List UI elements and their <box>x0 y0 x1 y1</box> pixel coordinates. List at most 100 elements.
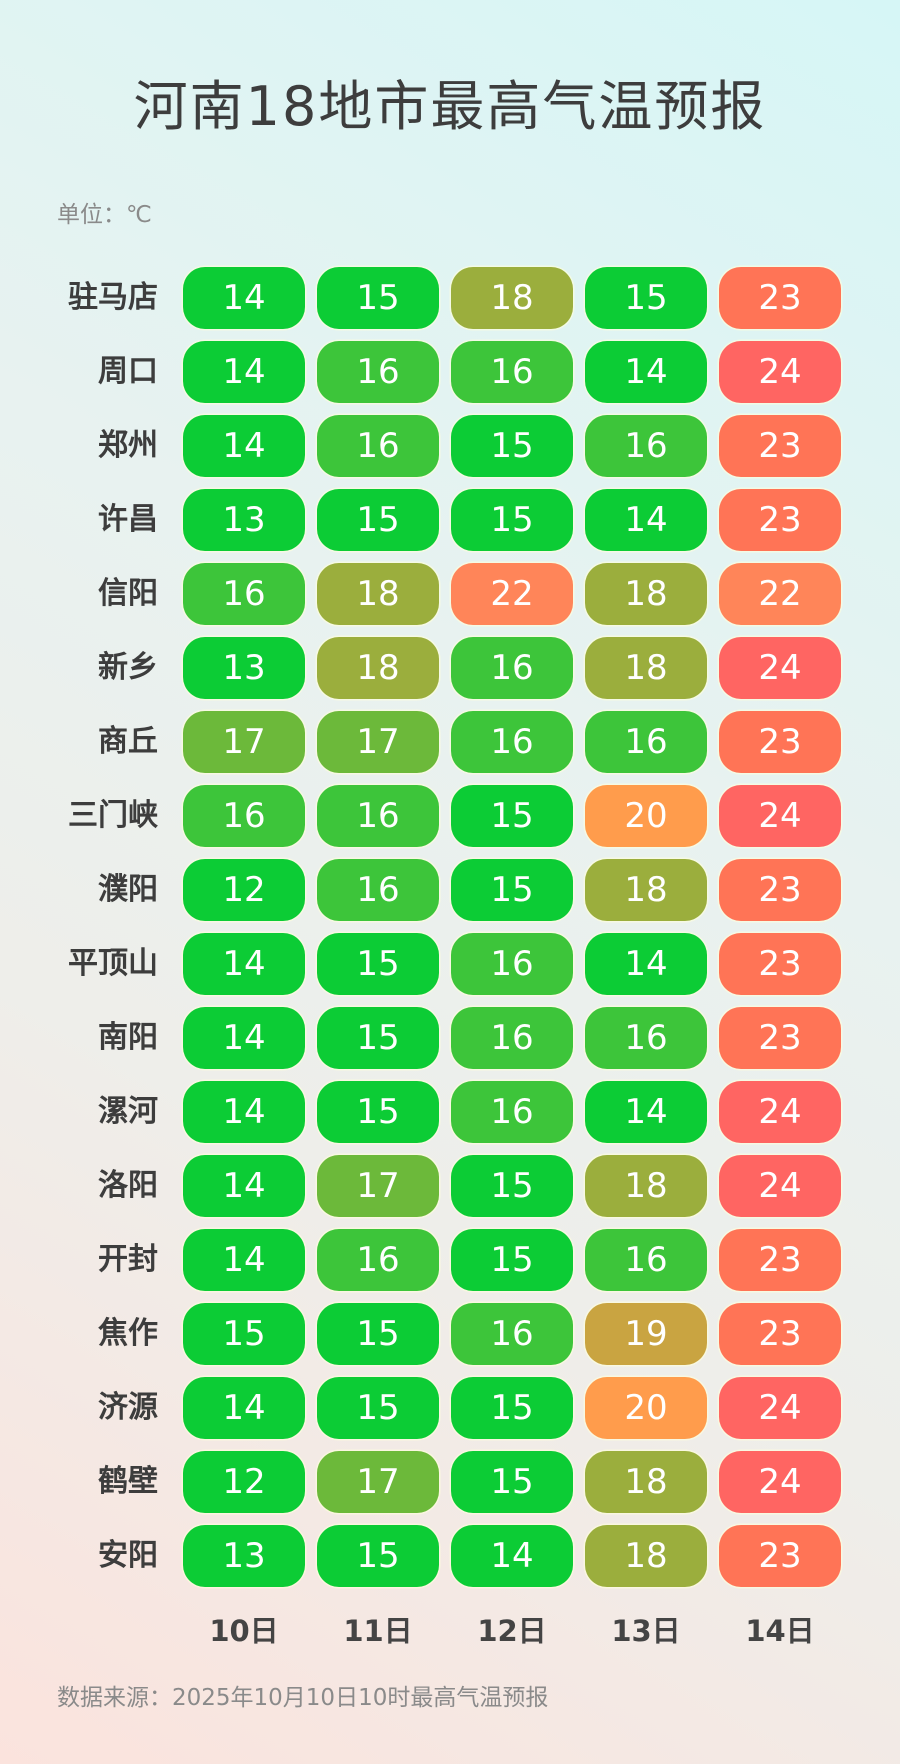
city-label: 信阳 <box>98 576 158 611</box>
temperature-cell: 16 <box>317 415 439 477</box>
temperature-cell: 16 <box>585 711 707 773</box>
temperature-cell: 18 <box>317 563 439 625</box>
temperature-cell: 23 <box>719 415 841 477</box>
temperature-cell: 19 <box>585 1303 707 1365</box>
temperature-cell: 20 <box>585 785 707 847</box>
temperature-cell: 17 <box>317 711 439 773</box>
city-label: 漯河 <box>98 1094 158 1129</box>
temperature-cell: 14 <box>183 341 305 403</box>
temperature-cell: 18 <box>585 563 707 625</box>
city-label: 安阳 <box>98 1538 158 1573</box>
temperature-cell: 15 <box>451 1229 573 1291</box>
temperature-cell: 17 <box>317 1451 439 1513</box>
temperature-cell: 16 <box>183 563 305 625</box>
temperature-cell: 24 <box>719 1081 841 1143</box>
temperature-cell: 23 <box>719 1007 841 1069</box>
temperature-cell: 15 <box>317 1081 439 1143</box>
temperature-cell: 18 <box>585 1155 707 1217</box>
city-label: 洛阳 <box>98 1168 158 1203</box>
temperature-cell: 22 <box>719 563 841 625</box>
temperature-cell: 18 <box>585 1525 707 1587</box>
city-label: 开封 <box>98 1242 158 1277</box>
temperature-cell: 13 <box>183 1525 305 1587</box>
temperature-cell: 16 <box>451 1303 573 1365</box>
city-label: 濮阳 <box>98 872 158 907</box>
city-label: 平顶山 <box>68 946 158 981</box>
unit-label: 单位：℃ <box>57 202 152 228</box>
temperature-cell: 16 <box>317 785 439 847</box>
temperature-cell: 15 <box>451 859 573 921</box>
city-label: 驻马店 <box>68 280 158 315</box>
day-label: 12日 <box>477 1614 547 1648</box>
day-label: 14日 <box>745 1614 815 1648</box>
city-label: 郑州 <box>98 428 158 463</box>
temperature-cell: 23 <box>719 711 841 773</box>
temperature-cell: 16 <box>317 1229 439 1291</box>
temperature-cell: 14 <box>183 1155 305 1217</box>
temperature-cell: 14 <box>585 341 707 403</box>
temperature-cell: 15 <box>451 489 573 551</box>
temperature-cell: 14 <box>585 489 707 551</box>
temperature-cell: 23 <box>719 489 841 551</box>
city-label: 济源 <box>98 1390 158 1425</box>
city-label: 鹤壁 <box>98 1464 158 1499</box>
temperature-cell: 23 <box>719 1229 841 1291</box>
temperature-cell: 23 <box>719 933 841 995</box>
temperature-cell: 15 <box>585 267 707 329</box>
temperature-cell: 24 <box>719 1155 841 1217</box>
city-label: 焦作 <box>98 1316 158 1351</box>
city-label: 商丘 <box>98 724 158 759</box>
temperature-cell: 18 <box>585 637 707 699</box>
temperature-cell: 23 <box>719 267 841 329</box>
temperature-cell: 23 <box>719 1525 841 1587</box>
city-label: 许昌 <box>98 502 158 537</box>
temperature-cell: 15 <box>317 489 439 551</box>
temperature-cell: 14 <box>183 1377 305 1439</box>
temperature-cell: 12 <box>183 1451 305 1513</box>
city-label: 三门峡 <box>68 798 158 833</box>
temperature-cell: 15 <box>183 1303 305 1365</box>
temperature-cell: 15 <box>317 1007 439 1069</box>
temperature-cell: 14 <box>585 1081 707 1143</box>
temperature-cell: 16 <box>451 637 573 699</box>
city-label: 南阳 <box>98 1020 158 1055</box>
temperature-cell: 14 <box>183 1007 305 1069</box>
temperature-cell: 16 <box>585 1229 707 1291</box>
temperature-cell: 12 <box>183 859 305 921</box>
temperature-cell: 14 <box>451 1525 573 1587</box>
temperature-cell: 16 <box>451 341 573 403</box>
temperature-cell: 14 <box>183 267 305 329</box>
temperature-cell: 14 <box>183 1229 305 1291</box>
temperature-cell: 16 <box>317 859 439 921</box>
temperature-cell: 14 <box>183 1081 305 1143</box>
temperature-cell: 24 <box>719 341 841 403</box>
temperature-cell: 16 <box>585 415 707 477</box>
day-label: 11日 <box>343 1614 413 1648</box>
temperature-cell: 16 <box>183 785 305 847</box>
temperature-cell: 15 <box>317 267 439 329</box>
temperature-cell: 16 <box>451 933 573 995</box>
temperature-cell: 15 <box>451 1377 573 1439</box>
temperature-cell: 15 <box>451 415 573 477</box>
temperature-cell: 24 <box>719 1377 841 1439</box>
temperature-cell: 14 <box>183 933 305 995</box>
temperature-cell: 16 <box>451 1081 573 1143</box>
temperature-cell: 15 <box>317 1525 439 1587</box>
temperature-cell: 15 <box>317 933 439 995</box>
temperature-cell: 18 <box>585 1451 707 1513</box>
temperature-cell: 15 <box>451 1451 573 1513</box>
city-label: 新乡 <box>98 650 158 685</box>
temperature-cell: 13 <box>183 637 305 699</box>
temperature-cell: 15 <box>317 1377 439 1439</box>
day-label: 10日 <box>209 1614 279 1648</box>
temperature-cell: 15 <box>451 1155 573 1217</box>
temperature-cell: 16 <box>585 1007 707 1069</box>
temperature-cell: 24 <box>719 637 841 699</box>
temperature-cell: 16 <box>451 711 573 773</box>
temperature-cell: 23 <box>719 859 841 921</box>
temperature-cell: 17 <box>317 1155 439 1217</box>
temperature-cell: 14 <box>183 415 305 477</box>
temperature-cell: 18 <box>317 637 439 699</box>
temperature-cell: 15 <box>317 1303 439 1365</box>
temperature-cell: 16 <box>451 1007 573 1069</box>
